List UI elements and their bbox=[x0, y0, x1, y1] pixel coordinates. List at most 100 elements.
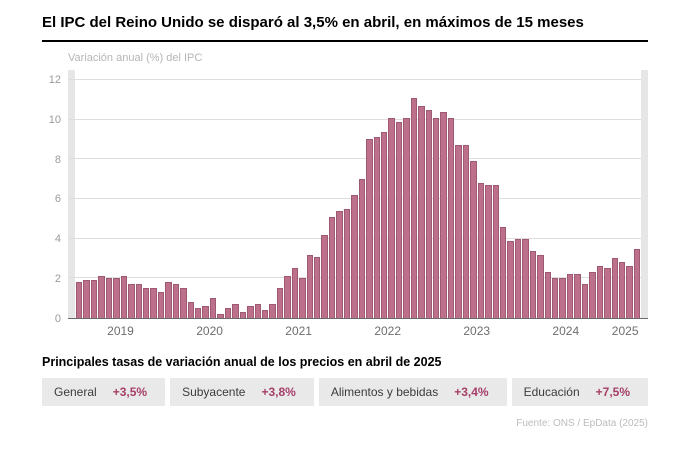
bar-2024-10 bbox=[589, 272, 596, 318]
bar-2019-01 bbox=[76, 282, 83, 318]
gridline-8 bbox=[68, 158, 648, 160]
bar-2021-05 bbox=[284, 276, 291, 318]
bar-2024-05 bbox=[552, 278, 559, 318]
gridline-10 bbox=[68, 118, 648, 120]
bar-2022-03 bbox=[358, 179, 366, 318]
chart-area: 0 2 4 6 8 10 12 2019 2020 2021 2022 2023 2024 2025 bbox=[42, 70, 648, 339]
bar-2022-04 bbox=[366, 139, 373, 318]
gridline-4 bbox=[68, 237, 648, 239]
bar-2020-12 bbox=[247, 306, 254, 318]
bar-2021-01 bbox=[254, 304, 261, 318]
y-tick-label-4: 4 bbox=[54, 233, 61, 246]
cpi-bar-chart: Variación anual (%) del IPC 0 2 4 6 8 10 12 20… bbox=[42, 52, 648, 339]
bar-2020-10 bbox=[232, 304, 239, 318]
highlight-value: +3,8% bbox=[261, 385, 296, 399]
bar-2019-12 bbox=[157, 292, 165, 318]
highlights-section: Principales tasas de variación anual de … bbox=[42, 355, 649, 406]
bar-2019-10 bbox=[142, 288, 150, 318]
bars bbox=[76, 70, 641, 318]
highlight-value: +7,5% bbox=[595, 385, 631, 399]
source-credit: Fuente: ONS / EpData (2025) bbox=[516, 418, 648, 429]
bar-2019-08 bbox=[128, 284, 135, 318]
bar-2022-02 bbox=[351, 195, 358, 318]
gridline-6 bbox=[68, 197, 648, 199]
bar-2022-10 bbox=[410, 97, 418, 318]
bar-2023-12 bbox=[514, 238, 522, 318]
bar-2021-07 bbox=[299, 278, 306, 318]
bar-2020-03 bbox=[180, 288, 187, 318]
bar-2022-05 bbox=[373, 137, 380, 318]
bar-2020-04 bbox=[187, 302, 194, 318]
bar-2020-11 bbox=[239, 312, 247, 318]
bar-2022-09 bbox=[403, 117, 410, 318]
highlight-label: Subyacente bbox=[182, 385, 246, 399]
bar-2023-04 bbox=[455, 145, 462, 318]
bar-2025-01 bbox=[611, 258, 618, 318]
bar-2022-12 bbox=[425, 109, 432, 318]
bar-2021-02 bbox=[261, 310, 269, 318]
bar-2019-05 bbox=[105, 278, 113, 318]
bar-2023-01 bbox=[433, 117, 440, 318]
highlight-badge-3: Educación +7,5% bbox=[511, 378, 649, 406]
bar-2023-07 bbox=[477, 183, 485, 318]
bar-2019-02 bbox=[83, 280, 90, 318]
bar-2023-10 bbox=[499, 226, 507, 318]
highlight-label: General bbox=[54, 385, 97, 399]
bar-2022-06 bbox=[380, 131, 388, 318]
bar-2023-06 bbox=[470, 161, 477, 318]
bar-2024-06 bbox=[559, 278, 566, 318]
y-tick-label-0: 0 bbox=[54, 313, 61, 325]
highlight-label: Alimentos y bebidas bbox=[330, 385, 439, 399]
bar-2019-06 bbox=[113, 278, 120, 318]
bar-2019-04 bbox=[98, 276, 105, 318]
highlight-value: +3,5% bbox=[112, 385, 148, 399]
x-axis: 2019 2020 2021 2022 2023 2024 2025 bbox=[76, 319, 640, 339]
highlights-heading: Principales tasas de variación anual de … bbox=[42, 355, 442, 369]
x-tick-label-2019: 2019 bbox=[107, 324, 134, 338]
bar-2021-06 bbox=[291, 268, 299, 318]
y-tick-label-10: 10 bbox=[48, 113, 61, 126]
bar-2025-02 bbox=[618, 262, 626, 318]
y-tick-label-2: 2 bbox=[54, 273, 61, 286]
bar-2024-03 bbox=[537, 254, 544, 318]
page-title: El IPC del Reino Unido se disparó al 3,5… bbox=[42, 14, 584, 31]
bar-2024-12 bbox=[604, 268, 611, 318]
bar-2022-11 bbox=[418, 105, 425, 318]
x-tick-label-2020: 2020 bbox=[196, 324, 223, 338]
x-tick-label-2022: 2022 bbox=[374, 324, 402, 338]
bar-2020-01 bbox=[165, 282, 172, 318]
highlight-badge-2: Alimentos y bebidas +3,4% bbox=[318, 378, 507, 406]
bar-2021-12 bbox=[336, 210, 343, 318]
plot-area bbox=[68, 70, 648, 319]
bar-2024-04 bbox=[544, 272, 551, 318]
x-tick-label-2023: 2023 bbox=[463, 324, 491, 338]
bar-2023-08 bbox=[485, 185, 492, 318]
bar-2024-02 bbox=[529, 250, 537, 318]
bar-2019-09 bbox=[135, 284, 142, 318]
highlight-value: +3,4% bbox=[454, 385, 489, 399]
bar-2019-03 bbox=[90, 280, 98, 318]
bar-2024-01 bbox=[522, 238, 529, 318]
bar-2024-08 bbox=[574, 274, 581, 318]
x-tick-label-2024: 2024 bbox=[552, 324, 580, 338]
bar-2020-07 bbox=[209, 298, 217, 318]
gridline-12 bbox=[68, 78, 648, 80]
bar-2024-09 bbox=[581, 284, 589, 318]
bar-2021-03 bbox=[269, 304, 276, 318]
bar-2023-02 bbox=[440, 111, 447, 318]
bar-2024-07 bbox=[566, 274, 574, 318]
highlight-label: Educación bbox=[523, 385, 580, 399]
badge-row: General +3,5% Subyacente +3,8% Alimentos y b… bbox=[42, 378, 649, 406]
bar-2022-08 bbox=[395, 121, 403, 318]
bar-2021-08 bbox=[306, 254, 313, 318]
bar-2023-09 bbox=[492, 185, 499, 318]
bar-2025-04 bbox=[633, 248, 641, 318]
gridline-2 bbox=[68, 277, 648, 279]
y-tick-label-6: 6 bbox=[54, 193, 61, 206]
bar-2025-03 bbox=[626, 266, 633, 318]
bar-2021-10 bbox=[321, 234, 328, 318]
infographic: El IPC del Reino Unido se disparó al 3,5… bbox=[42, 14, 649, 429]
bar-2019-07 bbox=[120, 276, 128, 318]
highlight-badge-0: General +3,5% bbox=[42, 378, 166, 406]
bar-2020-05 bbox=[195, 308, 202, 318]
